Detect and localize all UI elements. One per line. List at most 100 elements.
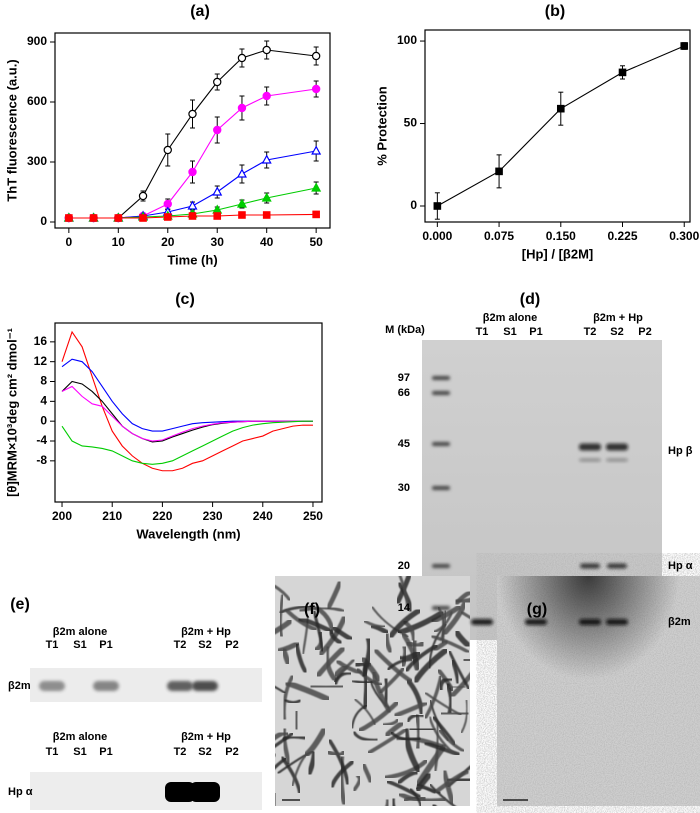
panel-label: (b) [545, 3, 565, 20]
y-tick-label: 50 [404, 116, 418, 130]
fibril [404, 643, 440, 674]
fibril [407, 726, 438, 732]
x-tick-label: 0.075 [484, 229, 514, 243]
fibril [275, 584, 292, 602]
fibril [275, 617, 295, 635]
lane-label: S2 [198, 639, 211, 651]
blot-band [190, 782, 220, 802]
lane-label: S1 [73, 639, 86, 651]
x-tick-label: 50 [309, 235, 323, 249]
fibril [282, 679, 332, 703]
data-line [61, 420, 313, 465]
gel-band [471, 619, 493, 625]
marker-label: 20 [398, 560, 410, 572]
data-point [556, 104, 565, 113]
ladder-band [432, 564, 450, 568]
fibril [452, 628, 470, 650]
fibril [428, 715, 456, 755]
data-point [311, 84, 321, 94]
data-point [262, 45, 271, 55]
fibril [283, 607, 319, 632]
ladder-band [432, 606, 450, 610]
data-point [680, 42, 689, 50]
data-point [237, 53, 247, 63]
x-tick-label: 210 [102, 509, 122, 523]
fibril [377, 666, 406, 695]
x-tick-label: 0.000 [422, 229, 452, 243]
fibril [332, 663, 350, 679]
ladder-band [432, 391, 450, 395]
fibril [352, 730, 379, 742]
data-line [61, 358, 313, 432]
y-tick-label: 900 [27, 34, 47, 48]
fibril [279, 755, 302, 795]
data-line [61, 385, 313, 442]
fibril [397, 649, 423, 663]
micrograph-shadow [497, 576, 700, 806]
y-tick-label: 0 [40, 413, 47, 427]
data-point [114, 214, 123, 222]
data-point [89, 214, 98, 222]
y-tick-label: 600 [27, 94, 47, 108]
data-point [139, 214, 147, 222]
x-tick-label: 0.225 [607, 229, 637, 243]
lane-label: P2 [225, 746, 238, 758]
fibril [399, 629, 422, 672]
plot-frame [424, 29, 691, 223]
fibril [333, 671, 353, 687]
fibril [383, 758, 429, 780]
band-label: Hp β [668, 445, 693, 457]
band-label: β2m [668, 616, 691, 628]
y-tick-label: -4 [36, 433, 47, 447]
lane-label: S2 [610, 326, 623, 338]
gel-band [525, 619, 547, 625]
fibril [353, 698, 377, 726]
fibril [278, 593, 285, 638]
data-point [213, 125, 222, 135]
lane-label: T1 [46, 639, 59, 651]
data-point [212, 186, 223, 196]
panel-label: (e) [10, 596, 30, 613]
y-tick-label: 0 [410, 198, 417, 212]
data-line [68, 49, 317, 219]
y-tick-label: 300 [27, 154, 47, 168]
lane-label: T2 [174, 639, 187, 651]
fibril [326, 749, 346, 757]
marker-header: M (kDa) [385, 324, 425, 336]
group-label: β2m alone [53, 731, 107, 743]
fibril [312, 604, 336, 637]
fibril [275, 750, 279, 757]
group-label: β2m + Hp [181, 731, 231, 743]
marker-label: 45 [398, 438, 410, 450]
fibril [283, 698, 302, 704]
ladder-band [432, 486, 450, 490]
fibril [384, 631, 394, 655]
lane-label: T1 [476, 326, 489, 338]
data-point [213, 77, 222, 87]
data-line [61, 380, 313, 443]
data-line [437, 45, 685, 207]
fibril [389, 730, 422, 742]
fibril [423, 674, 443, 720]
fibril [361, 762, 374, 785]
fibril [325, 579, 343, 612]
fibril [329, 759, 356, 790]
fibril [422, 740, 462, 757]
ladder-band [432, 442, 450, 446]
fibril [355, 667, 384, 687]
gel-band [579, 458, 601, 462]
fibril [453, 590, 470, 607]
panel-label: (a) [190, 3, 210, 20]
fibril [411, 646, 450, 686]
fibril [392, 700, 430, 719]
group-label: β2m alone [53, 626, 107, 638]
y-axis-label: ThT fluorescence (a.u.) [4, 59, 19, 201]
fibril [296, 616, 332, 633]
data-point [187, 200, 198, 210]
lane-label: T1 [46, 746, 59, 758]
panel-label: (d) [520, 291, 540, 308]
marker-label: 97 [398, 372, 410, 384]
fibril [351, 774, 362, 793]
panel-label: (f) [304, 601, 320, 618]
